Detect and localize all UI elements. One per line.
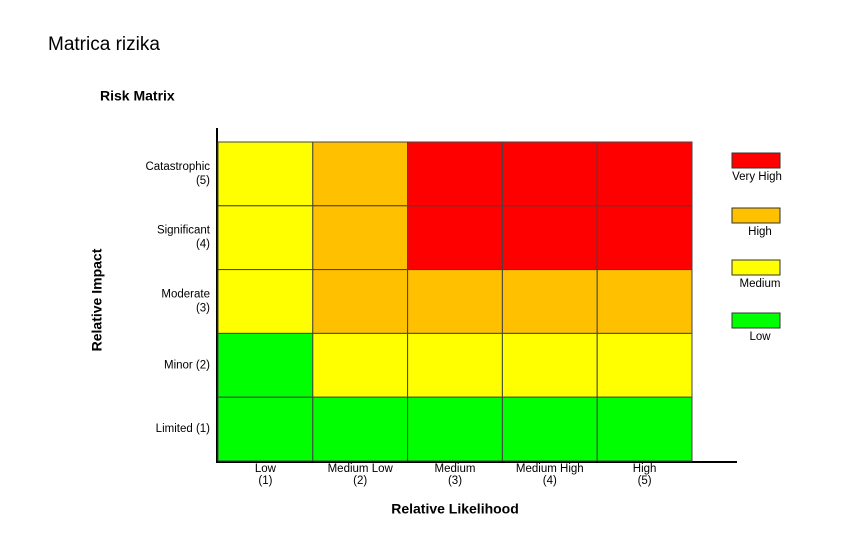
risk-cell bbox=[596, 141, 693, 207]
column-label: (1) bbox=[258, 475, 272, 487]
risk-cell bbox=[217, 396, 314, 462]
risk-cell bbox=[501, 396, 598, 462]
row-label: (4) bbox=[196, 239, 210, 251]
risk-cell bbox=[312, 269, 409, 334]
risk-cell bbox=[407, 269, 503, 334]
risk-cell bbox=[312, 205, 409, 271]
risk-cell bbox=[217, 205, 314, 271]
risk-cell bbox=[501, 205, 598, 271]
column-label: Low bbox=[255, 463, 277, 475]
risk-cell bbox=[407, 141, 503, 207]
risk-cell bbox=[596, 269, 693, 334]
y-axis-label: Relative Impact bbox=[89, 248, 105, 351]
legend-label: Low bbox=[749, 331, 771, 343]
risk-cell bbox=[217, 269, 314, 334]
risk-cell bbox=[407, 205, 503, 271]
column-label: (4) bbox=[543, 475, 557, 487]
risk-cell bbox=[501, 141, 598, 207]
legend-swatch bbox=[731, 259, 781, 276]
risk-cell bbox=[596, 205, 693, 271]
column-label: (3) bbox=[448, 475, 462, 487]
risk-cell bbox=[501, 332, 598, 398]
column-label: (2) bbox=[353, 475, 367, 487]
risk-cell bbox=[217, 332, 314, 398]
x-axis-label: Relative Likelihood bbox=[391, 501, 519, 517]
row-label: (3) bbox=[196, 303, 210, 315]
matrix-title: Risk Matrix bbox=[100, 88, 175, 104]
column-label: Medium High bbox=[516, 463, 584, 475]
column-label: Medium bbox=[435, 463, 476, 475]
risk-cell bbox=[312, 332, 409, 398]
row-label: Moderate bbox=[161, 289, 210, 301]
risk-cell bbox=[312, 141, 409, 207]
column-label: High bbox=[633, 463, 657, 475]
legend-swatch bbox=[731, 152, 781, 169]
risk-cell bbox=[596, 332, 693, 398]
legend-label: High bbox=[748, 226, 772, 238]
row-label: Minor (2) bbox=[164, 359, 210, 371]
legend-swatch bbox=[731, 207, 781, 224]
column-label: Medium Low bbox=[328, 463, 394, 475]
column-label: (5) bbox=[638, 475, 652, 487]
risk-cell bbox=[407, 396, 503, 462]
risk-cell bbox=[312, 396, 409, 462]
legend-swatch bbox=[731, 312, 781, 329]
legend-label: Very High bbox=[732, 171, 782, 183]
risk-cell bbox=[407, 332, 503, 398]
legend-label: Medium bbox=[740, 278, 781, 290]
row-label: Catastrophic bbox=[145, 161, 210, 173]
slide-title: Matrica rizika bbox=[48, 34, 160, 55]
risk-cell bbox=[501, 269, 598, 334]
risk-cell bbox=[217, 141, 314, 207]
risk-cell bbox=[596, 396, 693, 462]
row-label: Significant bbox=[157, 225, 211, 237]
row-label: (5) bbox=[196, 175, 210, 187]
row-label: Limited (1) bbox=[156, 423, 210, 435]
